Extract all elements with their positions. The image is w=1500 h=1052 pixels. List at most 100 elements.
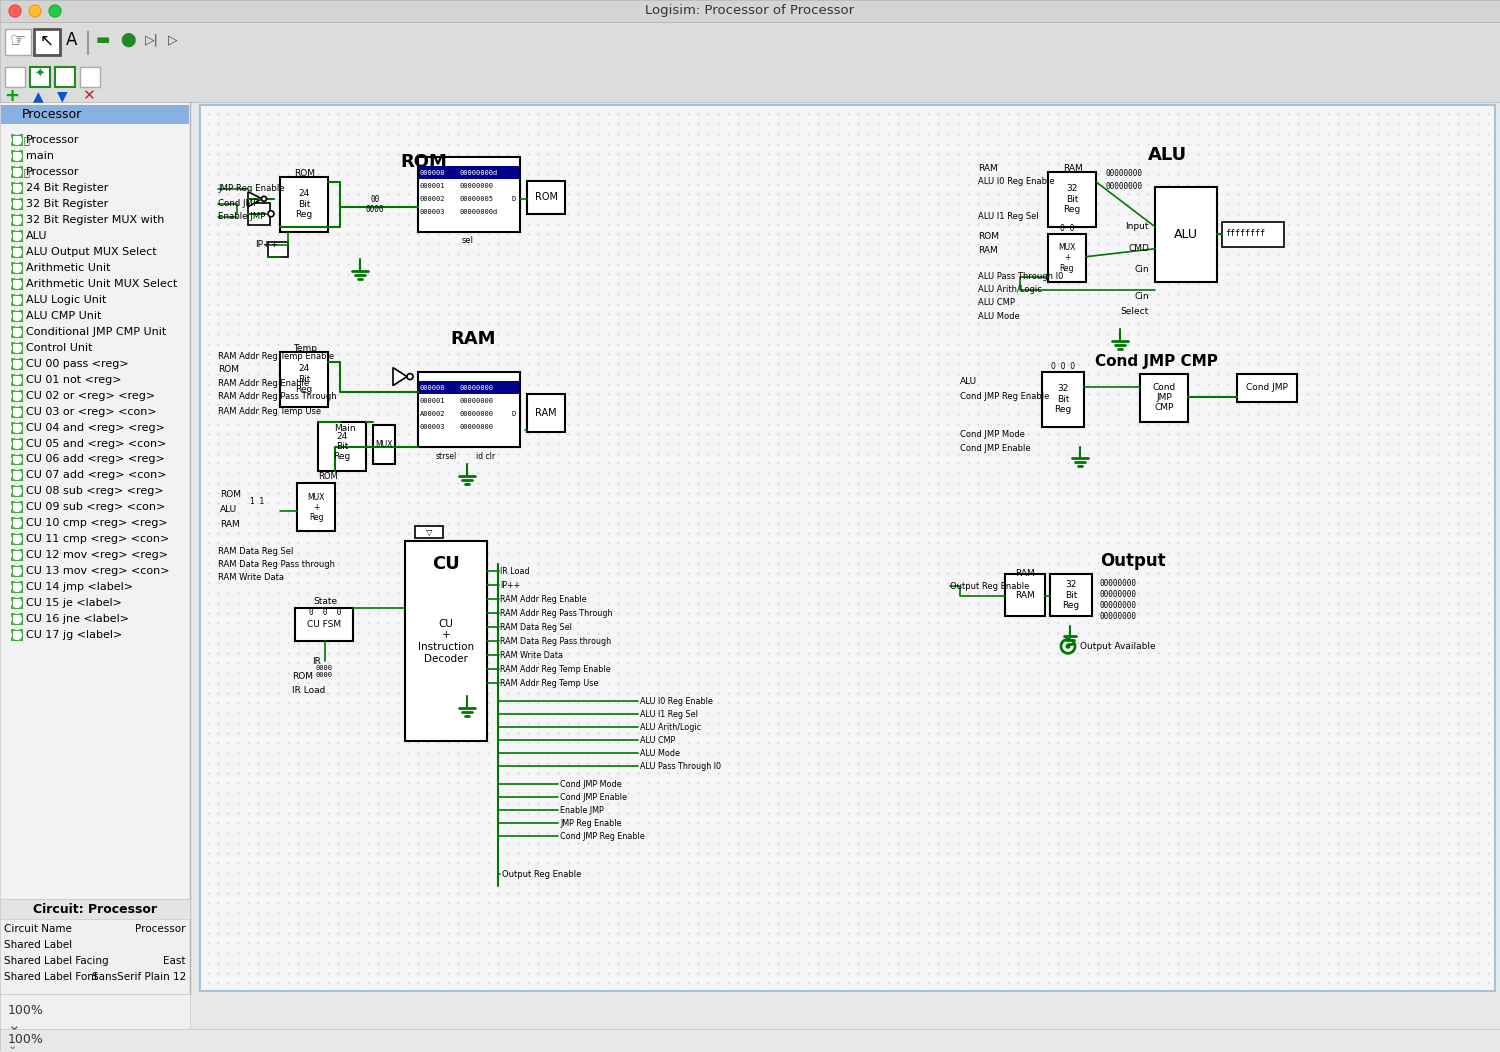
Text: ROM: ROM (294, 169, 315, 178)
Bar (12, 534, 22, 544)
Text: JMP Reg Enable: JMP Reg Enable (217, 184, 285, 194)
Text: Processor: Processor (26, 135, 80, 145)
Text: 24
Bit
Reg: 24 Bit Reg (296, 364, 312, 394)
Text: MUX
+
Reg: MUX + Reg (308, 492, 324, 523)
Text: IR Load: IR Load (500, 567, 530, 575)
Bar (405, 542, 488, 742)
Text: 00000000d: 00000000d (460, 208, 498, 215)
Text: 000002: 000002 (420, 196, 446, 202)
Bar (12, 439, 22, 448)
Circle shape (261, 197, 267, 201)
Text: 0  0: 0 0 (1059, 224, 1074, 234)
Text: 00000000: 00000000 (460, 183, 494, 188)
Text: Logisim: Processor of Processor: Logisim: Processor of Processor (645, 4, 855, 18)
Text: ALU: ALU (220, 505, 237, 514)
Text: RAM Write Data: RAM Write Data (217, 573, 284, 582)
Text: JMP Reg Enable: JMP Reg Enable (560, 818, 621, 828)
Bar (1042, 371, 1084, 426)
Bar (0, 899, 190, 919)
Text: D: D (512, 196, 516, 202)
Text: Processor: Processor (135, 924, 186, 934)
Text: ROM: ROM (400, 153, 447, 170)
Text: CU 13 mov <reg> <con>: CU 13 mov <reg> <con> (26, 566, 170, 576)
Text: RAM Addr Reg Temp Enable: RAM Addr Reg Temp Enable (500, 665, 610, 673)
Text: 00
0000: 00 0000 (366, 195, 384, 215)
Bar (12, 630, 22, 641)
Text: CU 03 or <reg> <con>: CU 03 or <reg> <con> (26, 406, 156, 417)
Text: CU 09 sub <reg> <con>: CU 09 sub <reg> <con> (26, 503, 165, 512)
Text: Cond JMP Reg Enable: Cond JMP Reg Enable (960, 392, 1050, 401)
Text: ALU CMP Unit: ALU CMP Unit (26, 310, 102, 321)
Text: Cin: Cin (1134, 292, 1149, 301)
Bar (200, 105, 1496, 991)
Bar (419, 371, 520, 446)
Circle shape (268, 210, 274, 217)
Text: ALU: ALU (960, 377, 976, 386)
Text: ⌕: ⌕ (24, 135, 30, 145)
Text: CU: CU (432, 555, 459, 573)
Text: Circuit Name: Circuit Name (4, 924, 72, 934)
Bar (526, 393, 566, 431)
Text: Arithmetic Unit: Arithmetic Unit (26, 263, 111, 272)
Text: Arithmetic Unit MUX Select: Arithmetic Unit MUX Select (26, 279, 177, 288)
Text: Cond
JMP
CMP: Cond JMP CMP (1152, 383, 1176, 412)
Bar (30, 67, 50, 87)
Bar (12, 423, 22, 432)
Text: Enable JMP: Enable JMP (560, 806, 603, 814)
Text: Cond JMP Reg Enable: Cond JMP Reg Enable (560, 831, 645, 841)
Bar (12, 519, 22, 528)
Circle shape (50, 5, 62, 17)
Text: 100%: 100% (8, 1005, 44, 1017)
Text: ffffffff: ffffffff (1226, 229, 1264, 238)
Text: Select: Select (1120, 307, 1149, 317)
Bar (297, 484, 334, 531)
Text: CU 02 or <reg> <reg>: CU 02 or <reg> <reg> (26, 390, 154, 401)
Text: id clr: id clr (476, 452, 495, 461)
Text: CU 17 jg <label>: CU 17 jg <label> (26, 630, 123, 641)
Text: RAM Addr Reg Pass Through: RAM Addr Reg Pass Through (217, 392, 336, 401)
Text: ⌄: ⌄ (8, 1040, 18, 1051)
Text: ALU Output MUX Select: ALU Output MUX Select (26, 247, 156, 257)
Text: ROM: ROM (534, 193, 558, 202)
Bar (374, 425, 394, 465)
Text: ROM: ROM (292, 672, 314, 681)
Text: RAM Data Reg Pass through: RAM Data Reg Pass through (217, 560, 334, 569)
Bar (268, 242, 288, 257)
Text: 32
Bit
Reg: 32 Bit Reg (1062, 581, 1080, 610)
Text: IR Load: IR Load (292, 686, 326, 694)
Text: 00000000: 00000000 (1106, 169, 1142, 178)
Text: Processor: Processor (22, 108, 82, 121)
Text: Circuit: Processor: Circuit: Processor (33, 903, 158, 915)
Text: 00000000d: 00000000d (460, 169, 498, 176)
Text: ☞: ☞ (10, 31, 26, 49)
Circle shape (406, 373, 412, 380)
Text: 000003: 000003 (420, 208, 446, 215)
Text: State: State (314, 596, 338, 606)
Text: 24
Bit
Reg: 24 Bit Reg (333, 431, 351, 462)
Text: 0000
0000: 0000 0000 (315, 665, 332, 677)
Bar (12, 550, 22, 561)
Bar (12, 343, 22, 352)
Bar (12, 199, 22, 208)
Text: 100%: 100% (8, 1033, 44, 1047)
Text: RAM: RAM (1016, 591, 1035, 600)
Text: Temp: Temp (292, 344, 316, 353)
Text: CU 12 mov <reg> <reg>: CU 12 mov <reg> <reg> (26, 550, 168, 561)
Text: ⌕: ⌕ (24, 167, 30, 177)
Text: RAM: RAM (978, 164, 998, 174)
Text: ALU Mode: ALU Mode (640, 749, 680, 757)
Bar (1050, 574, 1092, 616)
Text: CU 08 sub <reg> <reg>: CU 08 sub <reg> <reg> (26, 486, 164, 497)
Text: Shared Label Font: Shared Label Font (4, 972, 98, 982)
Text: 00000000: 00000000 (460, 398, 494, 404)
Text: RAM Addr Reg Temp Use: RAM Addr Reg Temp Use (217, 407, 321, 416)
Text: 000001: 000001 (420, 183, 446, 188)
Text: Cond JMP Mode: Cond JMP Mode (560, 780, 621, 789)
Text: ALU CMP: ALU CMP (640, 735, 675, 745)
Bar (12, 599, 22, 608)
Text: 000003: 000003 (420, 424, 446, 429)
Text: ▬: ▬ (96, 33, 109, 47)
Text: ✕: ✕ (81, 88, 94, 103)
Bar (280, 177, 328, 231)
Text: 0  0  0: 0 0 0 (1052, 362, 1076, 371)
